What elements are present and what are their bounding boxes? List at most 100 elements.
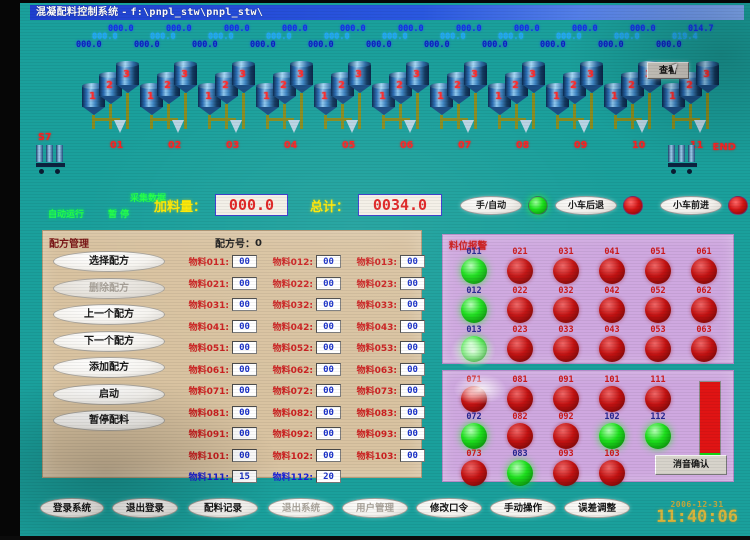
material-value-input[interactable]: 00 [232,362,257,376]
alarm-indicator[interactable]: 012 [457,286,491,323]
material-value-input[interactable]: 00 [400,427,425,441]
recipe-action-button[interactable]: 选择配方 [53,251,165,272]
alarm-indicator[interactable]: 082 [503,412,537,449]
recipe-action-button[interactable]: 上一个配方 [53,304,165,325]
recipe-action-button[interactable]: 添加配方 [53,357,165,378]
material-value-input[interactable]: 00 [400,362,425,376]
alarm-indicator[interactable]: 102 [595,412,629,449]
material-value-input[interactable]: 00 [400,405,425,419]
alarm-indicator[interactable]: 022 [503,286,537,323]
material-value-input[interactable]: 00 [232,427,257,441]
alarm-indicator[interactable]: 062 [687,286,721,323]
material-value-input[interactable]: 00 [232,448,257,462]
control-button[interactable]: 小车后退 [555,196,617,215]
material-value-input[interactable]: 00 [232,384,257,398]
alarm-indicator[interactable]: 042 [595,286,629,323]
silo[interactable]: 3 [174,61,197,93]
toolbar-button[interactable]: 误差调整 [564,498,630,518]
alarm-indicator[interactable]: 112 [641,412,675,449]
silo[interactable]: 3 [580,61,603,93]
material-value-input[interactable]: 00 [400,448,425,462]
alarm-indicator[interactable]: 041 [595,247,629,284]
alarm-indicator[interactable]: 043 [595,325,629,362]
material-value-input[interactable]: 00 [316,298,341,312]
material-value-input[interactable]: 00 [316,319,341,333]
silo[interactable]: 3 [522,61,545,93]
toolbar-button[interactable]: 退出登录 [112,498,178,518]
material-label: 物料012: [272,258,313,269]
material-value-input[interactable]: 20 [316,470,341,484]
recipe-number-value[interactable]: 0 [255,237,262,249]
material-value-input[interactable]: 00 [400,276,425,290]
material-value-input[interactable]: 00 [316,427,341,441]
alarm-indicator[interactable]: 071 [457,375,491,412]
toolbar-button[interactable]: 修改口令 [416,498,482,518]
material-value-input[interactable]: 00 [232,298,257,312]
mute-confirm-button[interactable]: 消音确认 [655,455,727,475]
silo[interactable]: 3 [406,61,429,93]
alarm-indicator-lamp [461,258,487,284]
material-value-input[interactable]: 00 [316,384,341,398]
alarm-indicator[interactable]: 053 [641,325,675,362]
alarm-indicator[interactable]: 092 [549,412,583,449]
toolbar-button[interactable]: 手动操作 [490,498,556,518]
material-value-input[interactable]: 00 [232,255,257,269]
alarm-indicator[interactable]: 103 [595,449,629,486]
silo[interactable]: 3 [464,61,487,93]
alarm-indicator[interactable]: 081 [503,375,537,412]
toolbar-button[interactable]: 登录系统 [40,498,104,518]
silo[interactable]: 3 [696,61,719,93]
toolbar-button[interactable]: 配料记录 [188,498,258,518]
material-value-input[interactable]: 00 [232,276,257,290]
material-value-input[interactable]: 00 [400,298,425,312]
material-value-input[interactable]: 00 [232,405,257,419]
alarm-indicator[interactable]: 093 [549,449,583,486]
material-value-input[interactable]: 00 [316,405,341,419]
material-value-input[interactable]: 00 [232,341,257,355]
material-value-input[interactable]: 00 [400,341,425,355]
alarm-indicator[interactable]: 091 [549,375,583,412]
material-value-input[interactable]: 00 [316,341,341,355]
alarm-indicator[interactable]: 052 [641,286,675,323]
recipe-action-button[interactable]: 暂停配料 [53,410,165,431]
material-value-input[interactable]: 00 [232,319,257,333]
alarm-indicator[interactable]: 073 [457,449,491,486]
material-value-input[interactable]: 00 [316,276,341,290]
material-value-input[interactable]: 00 [316,362,341,376]
alarm-indicator-tag: 023 [512,325,528,335]
silo-drop-pipe [150,115,153,129]
control-button[interactable]: 手/自动 [460,196,522,215]
recipe-action-button[interactable]: 启动 [53,383,165,405]
alarm-indicator[interactable]: 023 [503,325,537,362]
alarm-indicator[interactable]: 032 [549,286,583,323]
silo[interactable]: 3 [116,61,139,93]
silo[interactable]: 3 [348,61,371,93]
alarm-indicator[interactable]: 111 [641,375,675,412]
silo[interactable]: 3 [232,61,255,93]
view-button[interactable]: 查看 [647,62,689,79]
alarm-indicator[interactable]: 021 [503,247,537,284]
material-value-input[interactable]: 00 [400,384,425,398]
alarm-indicator[interactable]: 061 [687,247,721,284]
recipe-action-button[interactable]: 下一个配方 [53,330,165,352]
alarm-indicator[interactable]: 011 [457,247,491,284]
alarm-indicator[interactable]: 083 [503,449,537,486]
silo-drop-pipe [532,93,535,129]
recipe-number-field[interactable]: 配方号：0 [215,235,291,251]
alarm-indicator[interactable]: 031 [549,247,583,284]
discharge-chute [578,120,590,133]
control-button[interactable]: 小车前进 [660,196,722,215]
alarm-indicator[interactable]: 051 [641,247,675,284]
alarm-indicator[interactable]: 101 [595,375,629,412]
alarm-indicator[interactable]: 033 [549,325,583,362]
material-value-input[interactable]: 00 [316,255,341,269]
material-value-input[interactable]: 00 [400,319,425,333]
material-value-input[interactable]: 15 [232,470,257,484]
alarm-indicator[interactable]: 013 [457,325,491,362]
material-value-input[interactable]: 00 [400,255,425,269]
alarm-indicator[interactable]: 072 [457,412,491,449]
alarm-indicator[interactable]: 063 [687,325,721,362]
material-value-input[interactable]: 00 [316,448,341,462]
silo[interactable]: 3 [290,61,313,93]
